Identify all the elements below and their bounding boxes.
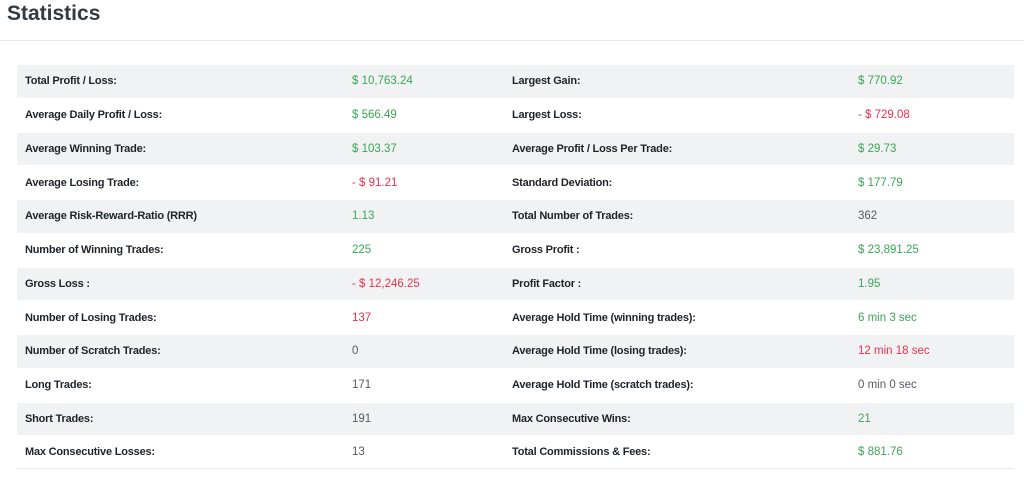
stat-value: 0 min 0 sec: [858, 379, 917, 392]
stat-label: Max Consecutive Wins:: [512, 412, 631, 425]
table-row: Average Losing Trade: - $ 91.21 Standard D…: [17, 165, 1014, 199]
stat-value: $ 29.73: [858, 142, 897, 155]
stat-label: Average Profit / Loss Per Trade:: [512, 142, 673, 155]
stat-value: 13: [352, 446, 365, 459]
stat-label: Total Number of Trades:: [512, 210, 634, 223]
table-row: Average Winning Trade: $ 103.37 Average Pr…: [17, 131, 1014, 166]
table-row: Number of Losing Trades: 137 Average Hold …: [17, 300, 1014, 334]
stat-label: Average Risk-Reward-Ratio (RRR): [25, 210, 197, 223]
stat-value: 171: [352, 379, 372, 392]
stat-label: Largest Loss:: [512, 109, 582, 122]
stat-value: $ 770.92: [858, 75, 903, 88]
stat-value: - $ 12,246.25: [352, 277, 420, 290]
stat-value: $ 103.37: [352, 142, 397, 155]
stat-value: 362: [858, 210, 878, 223]
stat-label: Total Profit / Loss:: [25, 75, 117, 88]
stat-label: Gross Profit :: [512, 244, 580, 257]
stat-value: $ 881.76: [858, 446, 903, 459]
stat-label: Average Hold Time (winning trades):: [512, 311, 696, 324]
table-row: Average Daily Profit / Loss: $ 566.49 Larg…: [17, 97, 1014, 132]
stat-value: 137: [352, 311, 372, 324]
stat-value: 12 min 18 sec: [858, 345, 930, 358]
stat-label: Average Losing Trade:: [25, 176, 139, 189]
stat-value: $ 10,763.24: [352, 75, 413, 88]
stat-value: 1.95: [858, 277, 881, 290]
statistics-table: Total Profit / Loss: $ 10,763.24 Largest G…: [17, 64, 1014, 469]
table-row: Number of Winning Trades: 225 Gross Profit…: [17, 232, 1014, 267]
stat-value: 191: [352, 412, 372, 425]
table-row: Gross Loss : - $ 12,246.25 Profit Factor :…: [17, 266, 1014, 301]
stat-label: Short Trades:: [25, 412, 94, 425]
stat-label: Number of Scratch Trades:: [25, 345, 161, 358]
stat-value: 6 min 3 sec: [858, 311, 917, 324]
stat-value: $ 177.79: [858, 176, 903, 189]
stat-value: 0: [352, 345, 359, 358]
stat-label: Number of Losing Trades:: [25, 311, 157, 324]
page-header: Statistics: [0, 0, 1024, 41]
stat-label: Max Consecutive Losses:: [25, 446, 155, 459]
stat-value: 225: [352, 244, 372, 257]
stat-label: Average Winning Trade:: [25, 142, 147, 155]
stat-value: - $ 729.08: [858, 109, 910, 122]
stat-label: Largest Gain:: [512, 75, 581, 88]
page-title: Statistics: [7, 2, 101, 25]
table-row: Max Consecutive Losses: 13 Total Commissio…: [17, 435, 1014, 469]
stat-label: Standard Deviation:: [512, 176, 613, 189]
stat-label: Average Daily Profit / Loss:: [25, 109, 163, 122]
stat-value: 21: [858, 412, 871, 425]
stat-label: Profit Factor :: [512, 277, 582, 290]
stat-label: Total Commissions & Fees:: [512, 446, 651, 459]
stat-label: Long Trades:: [25, 379, 92, 392]
stat-value: $ 23,891.25: [858, 244, 919, 257]
table-row: Average Risk-Reward-Ratio (RRR) 1.13 Total…: [17, 199, 1014, 233]
table-row: Long Trades: 171 Average Hold Time (scratc…: [17, 367, 1014, 402]
stat-label: Average Hold Time (losing trades):: [512, 345, 687, 358]
stat-value: 1.13: [352, 210, 375, 223]
stat-label: Number of Winning Trades:: [25, 244, 164, 257]
stat-value: - $ 91.21: [352, 176, 398, 189]
stat-label: Average Hold Time (scratch trades):: [512, 379, 694, 392]
stat-value: $ 566.49: [352, 109, 397, 122]
stat-label: Gross Loss :: [25, 277, 90, 290]
table-row: Short Trades: 191 Max Consecutive Wins: 21: [17, 401, 1014, 436]
table-row: Number of Scratch Trades: 0 Average Hold T…: [17, 334, 1014, 368]
table-row: Total Profit / Loss: $ 10,763.24 Largest G…: [17, 64, 1014, 98]
